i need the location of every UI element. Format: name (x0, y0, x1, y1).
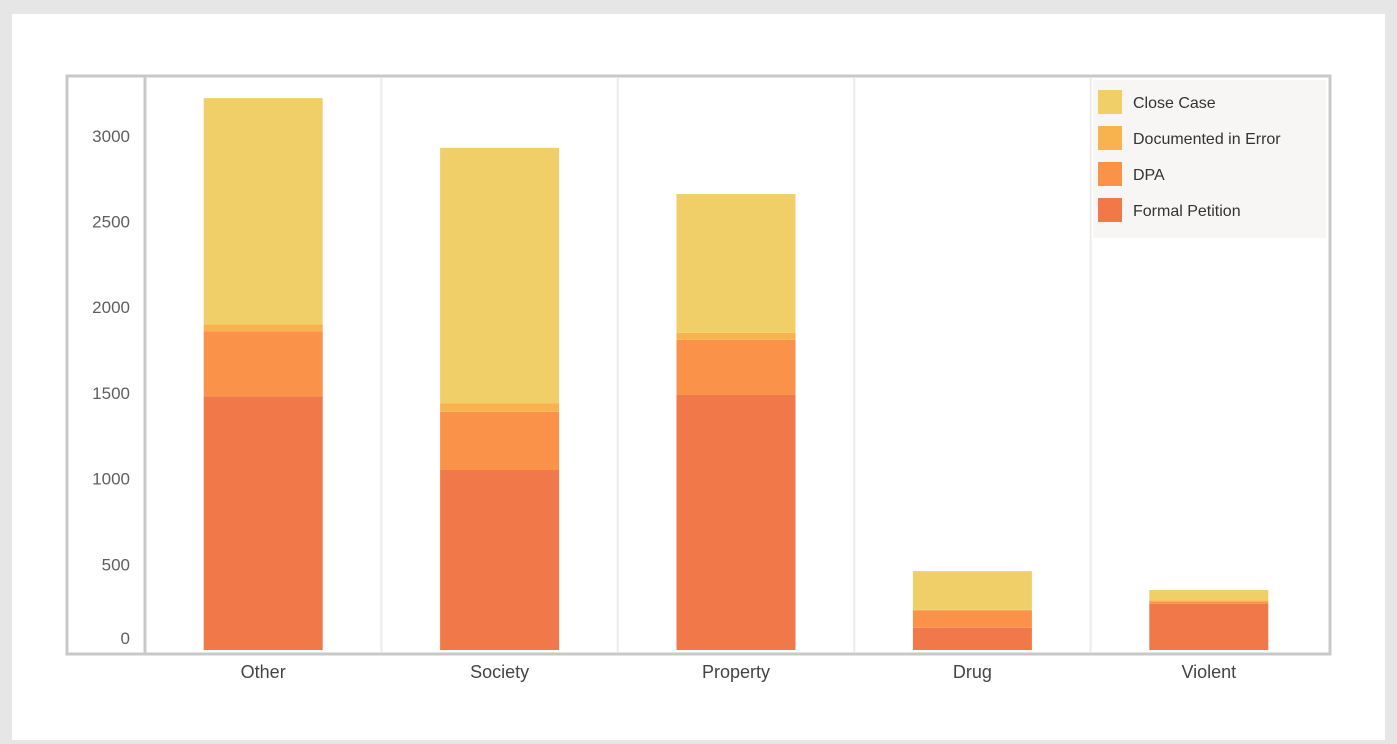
legend-label: Documented in Error (1133, 131, 1281, 148)
plot-frame (65, 74, 1332, 656)
legend-label: Formal Petition (1133, 203, 1241, 220)
grid-layer (380, 78, 1092, 652)
stacked-bar-chart: 0 500 1000 1500 2000 2500 3000 Other Society Pro… (65, 74, 1332, 682)
y-axis: 0 500 1000 1500 2000 2500 3000 (92, 76, 147, 654)
x-category-label: Violent (1181, 662, 1236, 682)
bar-segment[interactable] (203, 396, 323, 650)
y-tick-label: 500 (102, 555, 130, 574)
chart-card: 0 500 1000 1500 2000 2500 3000 Other Society Pro… (12, 14, 1385, 740)
x-category-label: Society (470, 662, 529, 682)
bar-segment[interactable] (912, 610, 1032, 628)
bar-segment[interactable] (440, 411, 560, 471)
bars-layer (203, 98, 1269, 650)
y-tick-label: 1000 (92, 470, 130, 489)
bar-segment[interactable] (1149, 602, 1269, 604)
y-tick-label: 3000 (92, 127, 130, 146)
bar-segment[interactable] (203, 324, 323, 332)
bar-segment[interactable] (1149, 600, 1269, 603)
bar-segment[interactable] (440, 147, 560, 404)
y-tick-label: 1500 (92, 384, 130, 403)
bar-segment[interactable] (440, 470, 560, 650)
bar-segment[interactable] (1149, 590, 1269, 601)
bar-segment[interactable] (1149, 603, 1269, 650)
bar-segment[interactable] (912, 571, 1032, 610)
legend-swatch (1098, 90, 1122, 114)
legend-swatch (1098, 162, 1122, 186)
y-tick-label: 2000 (92, 298, 130, 317)
bar-segment[interactable] (912, 627, 1032, 650)
x-category-label: Drug (953, 662, 992, 682)
y-tick-label: 2500 (92, 213, 130, 232)
bar-segment[interactable] (203, 331, 323, 397)
bar-segment[interactable] (676, 394, 796, 650)
bar-segment[interactable] (676, 332, 796, 340)
legend-label: DPA (1133, 167, 1165, 184)
bar-segment[interactable] (203, 98, 323, 325)
bar-segment[interactable] (676, 339, 796, 395)
bar-segment[interactable] (912, 609, 1032, 611)
legend-swatch (1098, 198, 1122, 222)
legend-label: Close Case (1133, 95, 1216, 112)
x-axis: Other Society Property Drug Violent (241, 662, 1236, 682)
bar-segment[interactable] (440, 403, 560, 412)
y-tick-label: 0 (121, 629, 130, 648)
legend-box (1093, 80, 1326, 238)
x-category-label: Property (702, 662, 770, 682)
x-category-label: Other (241, 662, 286, 682)
bar-segment[interactable] (676, 194, 796, 333)
legend-swatch (1098, 126, 1122, 150)
legend: Close Case Documented in Error DPA Formal P… (1093, 80, 1326, 238)
